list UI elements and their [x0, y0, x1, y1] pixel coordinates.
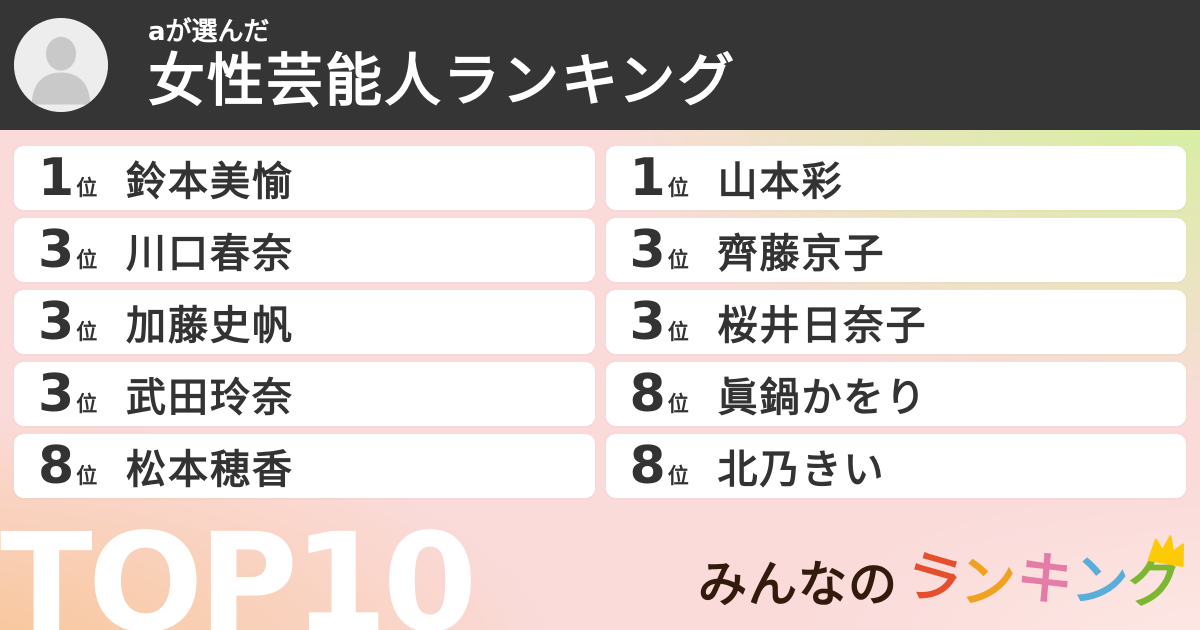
rank-suffix: 位 — [76, 248, 98, 272]
celebrity-name: 武田玲奈 — [126, 375, 294, 421]
ranking-item: 1 位鈴本美愉 — [14, 146, 595, 210]
ranking-item: 3 位桜井日奈子 — [605, 290, 1186, 354]
celebrity-name: 桜井日奈子 — [717, 303, 928, 349]
rank-suffix: 位 — [667, 248, 689, 272]
ranking-item: 3 位川口春奈 — [14, 218, 595, 282]
rank-suffix: 位 — [76, 176, 98, 200]
rank-number: 3 — [38, 292, 75, 352]
ranking-item: 3 位加藤史帆 — [14, 290, 595, 354]
celebrity-name: 北乃きい — [717, 447, 886, 493]
rank-number: 1 — [38, 148, 75, 208]
rank-suffix: 位 — [667, 320, 689, 344]
header-text: aが選んだ 女性芸能人ランキング — [148, 16, 737, 114]
page-title: 女性芸能人ランキング — [148, 47, 737, 114]
celebrity-name: 加藤史帆 — [126, 303, 294, 349]
rank-number: 3 — [38, 220, 75, 280]
header: aが選んだ 女性芸能人ランキング — [0, 0, 1200, 130]
rank-number: 8 — [629, 364, 666, 424]
rank-suffix: 位 — [76, 320, 98, 344]
rank-suffix: 位 — [667, 176, 689, 200]
rank-number: 3 — [629, 292, 666, 352]
ranking-item: 8 位北乃きい — [605, 434, 1186, 498]
minna-no-ranking-logo: みんなの ランキング — [697, 535, 1185, 619]
ranking-item: 8 位松本穂香 — [14, 434, 595, 498]
celebrity-name: 山本彩 — [717, 159, 844, 205]
rank-suffix: 位 — [667, 392, 689, 416]
rank-suffix: 位 — [76, 464, 98, 488]
logo-colored-text: ランキング — [897, 535, 1185, 619]
celebrity-name: 鈴本美愉 — [126, 159, 294, 205]
rank-number: 8 — [38, 436, 75, 496]
rank-number: 3 — [629, 220, 666, 280]
gradient-body: 1 位鈴本美愉 3 位川口春奈 3 位加藤史帆 3 位武田玲奈 8 位松本穂香 1 位山本彩 3 位齊藤… — [0, 130, 1200, 630]
rank-suffix: 位 — [76, 392, 98, 416]
celebrity-name: 齊藤京子 — [717, 231, 886, 277]
crown-icon — [1147, 535, 1185, 567]
ranking-column-right: 1 位山本彩 3 位齊藤京子 3 位桜井日奈子 8 位眞鍋かをり 8 位北乃きい — [605, 146, 1186, 498]
chooser-label: aが選んだ — [148, 16, 270, 47]
rank-number: 1 — [629, 148, 666, 208]
logo-prefix-text: みんなの — [697, 556, 898, 613]
ranking-columns: 1 位鈴本美愉 3 位川口春奈 3 位加藤史帆 3 位武田玲奈 8 位松本穂香 1 位山本彩 3 位齊藤… — [0, 130, 1200, 498]
logo-letter: ン — [960, 550, 1016, 615]
person-icon — [14, 18, 108, 112]
ranking-item: 1 位山本彩 — [605, 146, 1186, 210]
rank-number: 3 — [38, 364, 75, 424]
ranking-column-left: 1 位鈴本美愉 3 位川口春奈 3 位加藤史帆 3 位武田玲奈 8 位松本穂香 — [14, 146, 595, 498]
rank-suffix: 位 — [667, 464, 689, 488]
celebrity-name: 川口春奈 — [126, 231, 294, 277]
celebrity-name: 眞鍋かをり — [717, 375, 928, 421]
logo-letter: ラ — [897, 540, 969, 619]
ranking-item: 3 位武田玲奈 — [14, 362, 595, 426]
logo-letter: ン — [1068, 547, 1132, 618]
avatar — [14, 18, 108, 112]
rank-number: 8 — [629, 436, 666, 496]
ranking-item: 8 位眞鍋かをり — [605, 362, 1186, 426]
celebrity-name: 松本穂香 — [126, 447, 294, 493]
top10-watermark: TOP10 — [0, 505, 477, 630]
ranking-item: 3 位齊藤京子 — [605, 218, 1186, 282]
